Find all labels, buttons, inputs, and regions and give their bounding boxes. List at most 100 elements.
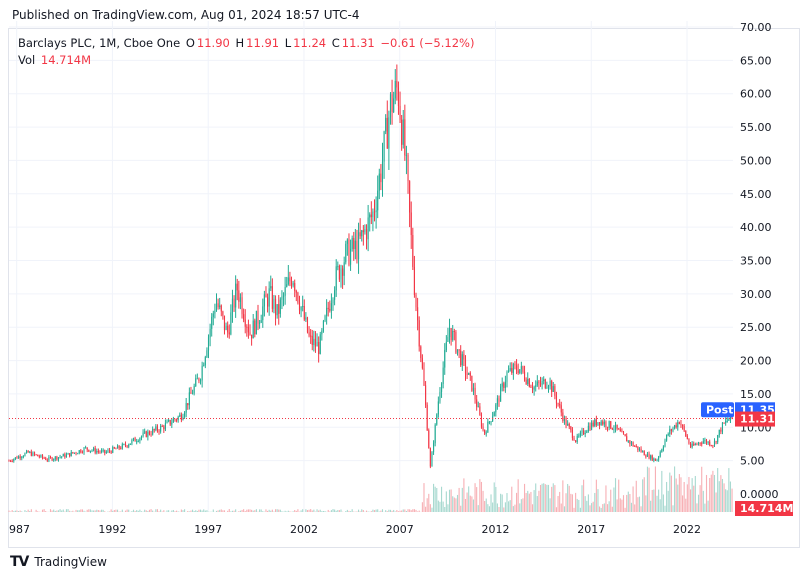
candle-body [471, 375, 473, 391]
candle-body [113, 447, 115, 449]
volume-bar [555, 507, 558, 512]
volume-bar [121, 509, 123, 512]
candle-body [77, 453, 79, 455]
volume-bar [624, 507, 626, 512]
candle-body [697, 442, 700, 445]
candle-body [64, 454, 66, 458]
candle-body [385, 117, 387, 132]
volume-bar [324, 511, 326, 512]
volume-bar [452, 496, 454, 512]
candle-body [46, 459, 48, 461]
volume-bar [455, 498, 457, 512]
volume-bar [136, 510, 138, 512]
volume-bar [99, 510, 101, 512]
volume-bar [191, 509, 194, 512]
candle-body [152, 429, 154, 435]
candle-body [367, 217, 369, 240]
candle-body [220, 305, 222, 312]
candle-body [618, 428, 620, 430]
volume-bar [330, 510, 332, 512]
candle-body [421, 358, 423, 369]
candle-body [153, 429, 155, 431]
candle-body [723, 422, 725, 424]
footer-brand[interactable]: TradingView [34, 555, 107, 569]
volume-bar [372, 509, 374, 512]
candle-body [86, 447, 88, 450]
candle-body [718, 429, 720, 436]
volume-bar [461, 487, 463, 512]
volume-bar [373, 510, 376, 512]
candle-body [654, 458, 656, 461]
candle-body [230, 312, 232, 335]
volume-bar [25, 511, 28, 512]
candle-body [314, 338, 317, 347]
volume-bar [284, 510, 286, 512]
volume-bar [464, 498, 467, 512]
candle-body [271, 286, 273, 309]
volume-bar [13, 511, 15, 512]
chart-frame[interactable] [8, 28, 800, 548]
time-axis: 987 1992 1997 2002 2007 2012 2017 2022 [9, 523, 701, 536]
volume-bar [562, 480, 564, 512]
candle-body [72, 452, 74, 454]
candle-body [155, 426, 157, 430]
volume-bar [484, 500, 486, 512]
volume-bar [425, 506, 427, 512]
y-tick-label: 5.00 [740, 455, 765, 468]
volume-bar [356, 511, 358, 512]
candle-body [391, 94, 393, 112]
candle-body [642, 451, 644, 453]
candle-body [656, 459, 658, 461]
candle-body [69, 453, 71, 457]
volume-bar [511, 486, 513, 512]
tradingview-logo[interactable]: TV [10, 554, 29, 570]
volume-bar [329, 511, 331, 512]
volume-bar [327, 509, 329, 512]
candle-body [549, 380, 551, 387]
candle-body [251, 334, 253, 339]
y-tick-label: 20.00 [740, 355, 772, 368]
legend-title: Barclays PLC, 1M, Cboe One [18, 36, 181, 50]
candle-body [484, 429, 486, 434]
volume-bar [294, 510, 296, 512]
candle-body [214, 310, 216, 314]
volume-bar [696, 503, 698, 512]
volume-bar [421, 502, 423, 512]
candle-body [381, 161, 384, 183]
volume-bar [53, 509, 55, 512]
candle-body [110, 451, 112, 453]
volume-bar [110, 509, 112, 512]
volume-bar [634, 504, 636, 512]
volume-bar [619, 498, 621, 512]
candle-body [329, 308, 331, 311]
volume-bar [132, 509, 135, 512]
candle-body [287, 277, 289, 285]
volume-bar [412, 509, 414, 512]
volume-bar [689, 489, 692, 512]
candle-body [627, 440, 629, 442]
candle-body [472, 387, 475, 391]
volume-bar [335, 510, 337, 512]
volume-bar [527, 490, 529, 512]
volume-bar [423, 483, 425, 512]
candle-body [713, 441, 716, 446]
volume-bar [144, 509, 146, 512]
volume-bar [448, 489, 451, 512]
candle-body [434, 424, 436, 444]
candle-body [54, 456, 56, 460]
candle-body [541, 380, 543, 385]
volume-bar [361, 509, 363, 512]
volume-bar [102, 509, 104, 512]
volume-bar [723, 483, 725, 512]
volume-bar [62, 509, 64, 512]
volume-bar [637, 497, 639, 512]
candle-body [579, 432, 581, 436]
volume-bar [29, 510, 31, 512]
volume-bar [198, 509, 200, 512]
y-tick-label: 55.00 [740, 121, 772, 134]
volume-bar [409, 509, 411, 512]
candle-body [666, 434, 668, 441]
volume-bar [471, 496, 473, 512]
volume-bar [380, 510, 382, 512]
